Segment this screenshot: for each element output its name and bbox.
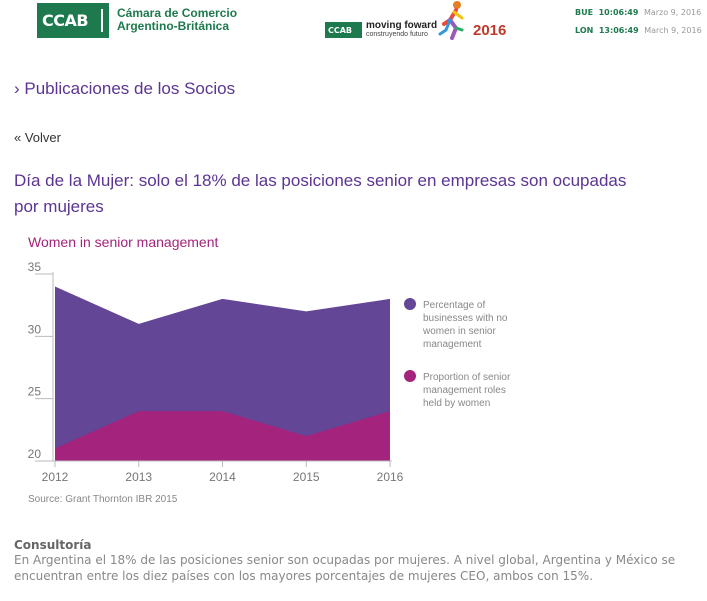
legend-swatch-2 <box>404 370 416 382</box>
y-tick-label: 25 <box>28 385 42 399</box>
y-tick-label: 20 <box>28 447 42 461</box>
series-area-2 <box>55 411 390 461</box>
ccab-logo[interactable]: CCAB <box>37 3 109 38</box>
clock-date: March 9, 2016 <box>644 26 702 35</box>
chart-title: Women in senior management <box>28 234 219 250</box>
y-tick-label: 30 <box>28 322 42 336</box>
clock-date: Marzo 9, 2016 <box>643 8 702 17</box>
clock-buenos-aires: BUE 10:06:49 Marzo 9, 2016 <box>575 8 701 17</box>
clock-city: BUE <box>575 8 594 17</box>
x-tick-label: 2012 <box>42 470 69 484</box>
article-body: En Argentina el 18% de las posiciones se… <box>14 553 676 583</box>
x-tick-label: 2015 <box>293 470 320 484</box>
clock-time: 10:06:49 <box>598 8 639 17</box>
chart-source: Source: Grant Thornton IBR 2015 <box>28 494 178 505</box>
tagline-sub: construyendo futuro <box>366 31 428 38</box>
org-name-line1: Cámara de Comercio <box>117 6 238 20</box>
x-tick-label: 2016 <box>377 470 404 484</box>
tagline-main: moving foward <box>366 20 438 31</box>
x-tick-label: 2014 <box>209 470 236 484</box>
article-category: Consultoría <box>14 538 92 552</box>
clock-london: LON 13:06:49 March 9, 2016 <box>575 26 702 35</box>
logo-divider <box>101 9 103 32</box>
tagline: moving foward construyendo futuro <box>366 20 437 39</box>
section-title-link[interactable]: › Publicaciones de los Socios <box>14 79 236 98</box>
y-tick-label: 35 <box>28 260 42 274</box>
logo-text: CCAB <box>42 11 89 30</box>
runner-icon <box>438 1 464 40</box>
legend-swatch-1 <box>404 298 416 310</box>
legend-label-2: Proportion of senior management roles held… <box>423 372 511 409</box>
org-name-line2: Argentino-Británica <box>117 19 230 33</box>
event-year: 2016 <box>473 22 507 39</box>
org-name[interactable]: Cámara de Comercio Argentino-Británica <box>117 7 237 33</box>
x-tick-label: 2013 <box>125 470 152 484</box>
legend-label-1: Percentage of businesses with no women in … <box>422 300 508 350</box>
ccab-small-logo[interactable]: CCAB <box>325 22 362 38</box>
article-title: Día de la Mujer: solo el 18% de las posi… <box>14 171 627 216</box>
clock-city: LON <box>575 26 594 35</box>
area-chart: 20 25 30 35 2012 2013 2014 2015 2016 Percentage o… <box>28 260 511 484</box>
clock-time: 13:06:49 <box>598 26 639 35</box>
back-link[interactable]: « Volver <box>14 130 61 145</box>
